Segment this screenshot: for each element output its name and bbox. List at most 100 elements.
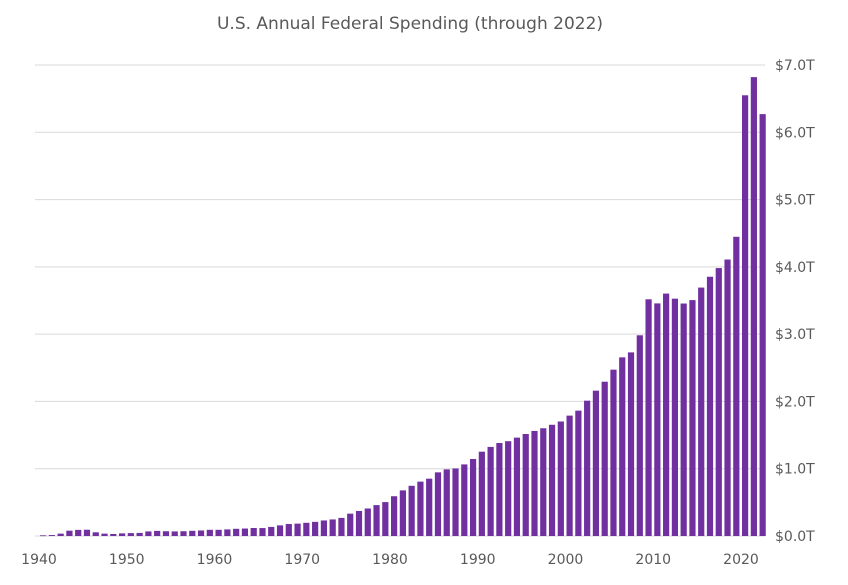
bar-1948 — [110, 533, 117, 536]
bar-2015 — [698, 287, 705, 536]
bar-1941 — [48, 535, 55, 536]
bar-1994 — [513, 437, 521, 536]
bar-1956 — [180, 531, 187, 536]
bar-1964 — [250, 527, 257, 536]
bar-2022 — [759, 114, 766, 537]
x-tick-label: 1990 — [460, 552, 496, 568]
bar-1945 — [83, 529, 91, 536]
bar-1967 — [276, 525, 284, 536]
chart-title: U.S. Annual Federal Spending (through 20… — [216, 14, 604, 34]
x-tick-label: 2020 — [723, 552, 759, 568]
bar-1955 — [171, 531, 178, 536]
bar-1961 — [224, 529, 231, 536]
bar-1992 — [496, 443, 503, 536]
bar-1987 — [452, 468, 459, 536]
bar-1952 — [145, 531, 152, 536]
bar-2016 — [706, 276, 714, 536]
bar-2017 — [715, 268, 722, 536]
y-tick-label: $3.0T — [775, 327, 815, 343]
bar-1968 — [285, 524, 292, 536]
bar-1974 — [338, 517, 345, 536]
y-tick-label: $6.0T — [775, 125, 815, 141]
bar-2021 — [750, 77, 757, 537]
bar-1946 — [92, 532, 99, 536]
bar-1998 — [548, 424, 556, 536]
bar-1949 — [118, 533, 126, 536]
bar-1950 — [127, 533, 134, 536]
bar-2003 — [592, 390, 600, 536]
bar-1942 — [57, 533, 64, 536]
bar-1986 — [443, 469, 450, 536]
bar-1959 — [206, 529, 213, 536]
bar-1999 — [557, 421, 564, 536]
bar-2018 — [724, 259, 731, 536]
bar-1983 — [417, 481, 424, 536]
bar-2005 — [610, 369, 617, 536]
x-tick-label: 1950 — [109, 552, 145, 568]
x-tick-label: 2010 — [635, 552, 671, 568]
bar-2000 — [566, 415, 573, 536]
bar-1979 — [382, 502, 389, 536]
bar-1985 — [434, 472, 442, 536]
bar-1995 — [522, 433, 529, 536]
bar-1993 — [505, 441, 512, 536]
bar-2013 — [680, 303, 687, 536]
y-tick-label: $1.0T — [775, 462, 815, 478]
y-tick-label: $7.0T — [775, 58, 815, 74]
bar-1951 — [136, 532, 143, 536]
x-tick-label: 1970 — [284, 552, 320, 568]
bar-2014 — [689, 300, 696, 536]
x-tick-label: 1980 — [372, 552, 408, 568]
bar-2008 — [636, 335, 643, 536]
bar-1965 — [259, 528, 266, 536]
bar-1980 — [391, 496, 398, 536]
y-tick-label: $4.0T — [775, 260, 815, 276]
bar-2019 — [733, 236, 740, 536]
x-tick-label: 2000 — [548, 552, 584, 568]
bar-1975 — [347, 513, 354, 536]
bar-1944 — [75, 529, 82, 536]
bar-1970 — [303, 522, 310, 536]
bar-1977 — [364, 508, 371, 536]
y-tick-label: $0.0T — [775, 529, 815, 545]
bar-2009 — [645, 299, 652, 536]
bar-1996 — [531, 430, 538, 536]
bar-1954 — [162, 531, 170, 536]
bar-1973 — [329, 519, 336, 536]
bar-2012 — [671, 298, 678, 536]
bar-1943 — [66, 530, 73, 536]
bar-2007 — [627, 352, 635, 536]
bar-2010 — [654, 303, 661, 536]
bar-1957 — [189, 530, 196, 536]
bar-2004 — [601, 381, 608, 536]
x-tick-label: 1940 — [21, 552, 57, 568]
bar-1966 — [268, 526, 275, 536]
bar-1997 — [540, 428, 547, 536]
bar-2011 — [663, 293, 670, 536]
bar-1978 — [373, 505, 380, 536]
bar-1962 — [233, 528, 240, 536]
bar-1990 — [478, 451, 485, 536]
bar-1991 — [487, 446, 494, 536]
bar-2002 — [584, 400, 591, 536]
bar-1958 — [197, 530, 205, 536]
bar-1940 — [40, 535, 47, 537]
bar-2020 — [742, 95, 749, 537]
bar-1984 — [426, 478, 433, 536]
bar-1960 — [215, 529, 222, 536]
bar-1963 — [241, 528, 249, 536]
y-tick-label: $5.0T — [775, 193, 815, 209]
bar-1953 — [154, 530, 161, 536]
bar-1969 — [294, 523, 301, 536]
bar-1976 — [355, 510, 363, 536]
bar-1982 — [408, 485, 415, 536]
bar-2001 — [575, 410, 582, 536]
y-tick-label: $2.0T — [775, 394, 815, 410]
bar-1988 — [461, 464, 468, 536]
x-tick-label: 1960 — [197, 552, 233, 568]
bar-2006 — [619, 357, 626, 536]
bar-1972 — [320, 520, 327, 536]
bar-1971 — [312, 521, 319, 536]
bar-1989 — [469, 459, 477, 536]
